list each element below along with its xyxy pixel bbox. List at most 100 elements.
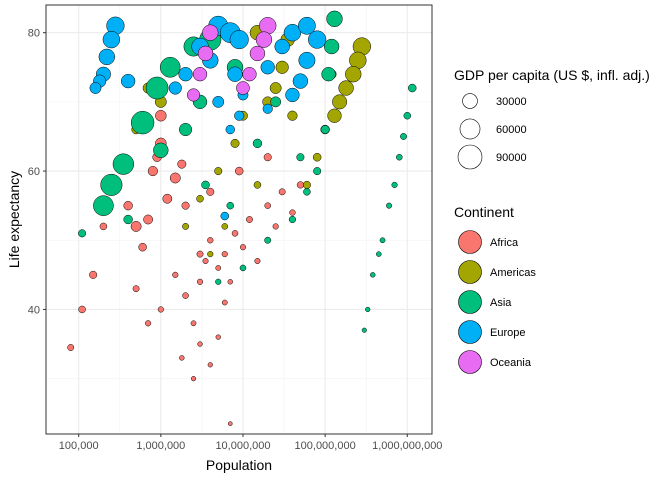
x-tick-label: 1,000,000 [136, 440, 185, 452]
data-point [239, 264, 247, 272]
color-legend-title: Continent [454, 204, 514, 220]
data-point [215, 265, 222, 271]
data-point [182, 292, 189, 299]
data-point [361, 327, 367, 333]
data-point [338, 80, 354, 96]
data-point [255, 31, 273, 48]
data-point [400, 133, 407, 140]
data-point [123, 214, 133, 225]
data-point [228, 421, 233, 426]
data-point [182, 222, 189, 230]
data-point [236, 81, 250, 95]
data-point [303, 188, 311, 196]
data-point [123, 200, 133, 211]
data-point [278, 188, 286, 196]
data-point [386, 202, 393, 209]
data-point [102, 30, 121, 49]
x-axis-ticks: 100,000 1,000,000 10,000,000 100,000,000 1,0… [59, 434, 442, 452]
y-tick-label: 80 [28, 28, 40, 40]
series-asia [78, 10, 417, 333]
data-point [230, 138, 240, 148]
data-point [192, 67, 208, 82]
data-point [370, 272, 376, 278]
data-point [259, 17, 277, 35]
data-point [147, 166, 158, 177]
color-legend-key [458, 230, 482, 254]
data-point [288, 215, 297, 224]
data-point [98, 48, 116, 66]
data-point [172, 271, 179, 278]
data-point [403, 111, 411, 120]
data-point [275, 60, 289, 74]
data-point [169, 172, 181, 184]
series-europe [89, 15, 327, 221]
data-point [234, 110, 245, 121]
data-point [263, 153, 272, 162]
data-point [215, 334, 221, 340]
data-point [379, 237, 386, 244]
data-point [298, 51, 316, 69]
y-axis-ticks: 40 60 80 [28, 28, 46, 316]
data-point [197, 45, 214, 62]
data-point [296, 181, 304, 189]
data-point [206, 187, 215, 196]
data-point [99, 222, 108, 231]
y-axis-title: Life expectancy [6, 171, 22, 268]
color-legend-key [458, 260, 482, 284]
data-point [239, 244, 247, 251]
data-point [179, 123, 193, 137]
data-point [202, 24, 219, 41]
data-point [215, 278, 222, 285]
data-point [201, 180, 210, 190]
y-tick-label: 60 [28, 166, 40, 178]
data-point [269, 82, 282, 94]
data-point [186, 88, 201, 102]
data-point [196, 278, 204, 285]
color-legend-label: Americas [490, 267, 536, 279]
data-point [157, 306, 164, 313]
size-legend-key [459, 118, 481, 140]
data-point [326, 10, 343, 28]
data-point [93, 195, 114, 216]
data-point [252, 138, 263, 149]
color-legend-label: Africa [490, 237, 519, 249]
series-africa [67, 83, 304, 426]
data-point [246, 216, 253, 223]
data-point [221, 223, 229, 230]
data-point [112, 153, 135, 175]
data-point [202, 258, 209, 264]
data-point [196, 195, 204, 203]
data-point [270, 96, 282, 108]
data-point [190, 320, 197, 327]
data-point [391, 181, 398, 188]
data-point [179, 355, 185, 361]
color-legend-label: Asia [490, 297, 512, 309]
data-point [321, 67, 336, 82]
data-point [272, 223, 279, 230]
size-legend-label: 60000 [496, 124, 527, 136]
x-tick-label: 10,000,000 [215, 440, 270, 452]
data-point [153, 142, 169, 158]
data-point [181, 201, 190, 210]
data-point [254, 258, 261, 264]
data-point [312, 152, 322, 162]
data-point [190, 376, 197, 382]
color-legend-key [458, 350, 482, 374]
size-legend-title: GDP per capita (US $, infl. adj.) [454, 67, 650, 83]
color-legend-key [458, 320, 482, 344]
size-legend-key [462, 93, 478, 109]
data-point [78, 229, 87, 238]
data-point [130, 110, 155, 135]
data-point [231, 230, 239, 237]
data-point [143, 214, 153, 225]
data-point [221, 299, 228, 306]
data-point [130, 221, 142, 232]
data-point [121, 73, 136, 89]
data-point [249, 45, 266, 62]
data-point [168, 81, 182, 95]
data-point [345, 66, 362, 83]
data-point [408, 83, 417, 93]
data-point [89, 82, 102, 94]
data-point [138, 242, 147, 252]
